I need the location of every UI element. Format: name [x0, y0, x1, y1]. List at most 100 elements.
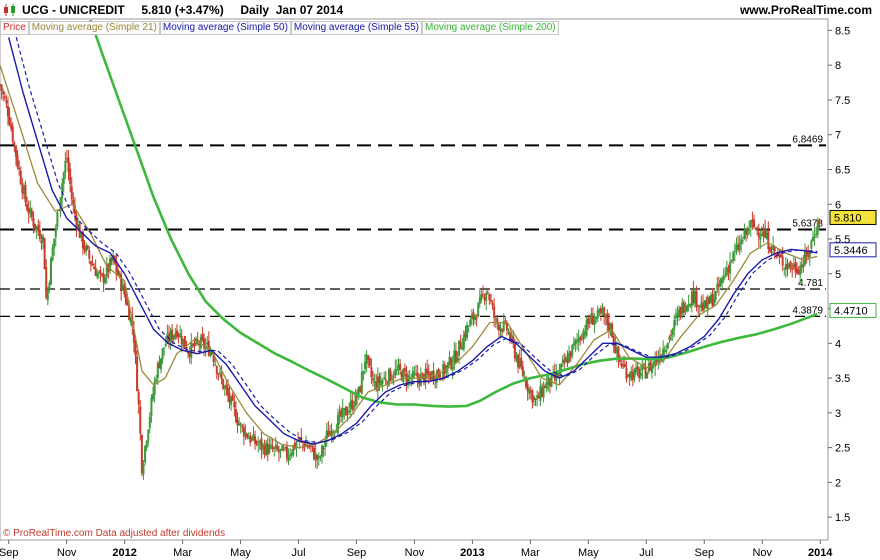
candle-body-490	[780, 255, 783, 258]
candle-body-251	[399, 363, 402, 370]
candle-body-94	[148, 416, 151, 429]
x-tick-label-0: Sep	[0, 547, 18, 559]
candle-body-115	[182, 338, 185, 347]
candle-body-64	[101, 273, 104, 276]
candle-body-189	[300, 436, 303, 440]
candle-body-396	[630, 370, 633, 380]
candle-body-162	[257, 444, 260, 446]
candle-body-84	[132, 329, 135, 343]
candle-body-217	[344, 406, 347, 416]
candle-body-299	[475, 318, 478, 320]
candle-body-435	[692, 290, 695, 303]
candle-body-127	[201, 334, 204, 340]
candle-body-432	[687, 303, 690, 306]
candle-body-318	[505, 323, 508, 331]
candle-body-449	[714, 290, 717, 300]
candle-body-391	[622, 364, 625, 366]
candle-body-298	[474, 315, 477, 321]
candle-body-392	[623, 364, 626, 368]
candle-body-178	[282, 448, 285, 450]
candle-body-416	[662, 348, 665, 357]
candle-body-286	[454, 350, 457, 363]
candle-body-381	[606, 313, 609, 325]
candle-body-514	[818, 219, 821, 224]
y-tick-label-10: 6.5	[835, 164, 850, 176]
candle-body-339	[539, 386, 542, 402]
candle-body-156	[247, 438, 250, 440]
candle-body-216	[343, 408, 346, 411]
candle-body-179	[284, 447, 287, 449]
candle-body-365	[580, 339, 583, 341]
legend-sma50[interactable]: Moving average (Simple 50)	[159, 21, 291, 35]
candle-body-329	[523, 376, 526, 379]
candle-body-467	[743, 229, 746, 239]
candle-body-409	[650, 363, 653, 373]
candle-body-209	[332, 431, 335, 434]
candle-body-243	[386, 382, 389, 385]
candle-body-281	[446, 362, 449, 369]
candle-body-313	[497, 324, 500, 331]
candle-body-338	[537, 395, 540, 399]
candle-body-221	[351, 399, 354, 410]
candle-body-44	[69, 168, 72, 185]
candle-body-12	[18, 167, 21, 170]
candle-body-138	[218, 371, 221, 373]
candle-body-7	[10, 124, 13, 129]
candle-body-16	[24, 184, 27, 203]
candle-body-169	[268, 445, 271, 454]
candle-body-151	[239, 423, 242, 426]
candle-body-247	[392, 376, 395, 378]
candle-body-188	[298, 438, 301, 441]
x-axis: Sep Nov 2012 Mar May Jul Sep Nov 2013 Mar May Jul Se…	[0, 540, 833, 559]
candle-body-434	[690, 291, 693, 307]
candle-body-86	[136, 356, 139, 391]
y-tick-label-3: 3	[835, 408, 841, 420]
candle-body-446	[709, 294, 712, 303]
candle-body-67	[105, 264, 108, 277]
candle-body-159	[252, 434, 255, 441]
candle-body-293	[466, 325, 469, 339]
candle-body-331	[526, 384, 529, 392]
y-tick-label-12: 7.5	[835, 95, 850, 107]
candle-body-153	[242, 427, 245, 437]
y-tick-label-1: 2	[835, 477, 841, 489]
candle-body-69	[108, 258, 111, 272]
candle-body-254	[403, 368, 406, 372]
candle-body-322	[512, 336, 515, 344]
candle-body-125	[198, 343, 201, 346]
legend-sma21[interactable]: Moving average (Simple 21)	[28, 21, 160, 35]
candle-body-246	[391, 378, 394, 380]
candle-body-82	[129, 317, 132, 323]
legend-sma55[interactable]: Moving average (Simple 55)	[290, 21, 422, 35]
candle-body-21	[32, 217, 35, 227]
candle-body-233	[370, 367, 373, 377]
candle-body-503	[800, 264, 803, 267]
candle-body-237	[376, 376, 379, 391]
legend-sma200[interactable]: Moving average (Simple 200)	[421, 21, 559, 35]
candle-body-239	[379, 380, 382, 386]
candle-body-327	[520, 357, 523, 368]
candle-body-387	[615, 348, 618, 353]
candle-body-235	[373, 381, 376, 383]
candle-body-135	[214, 364, 217, 366]
candle-body-208	[330, 430, 333, 437]
price-candles	[0, 83, 821, 480]
candle-body-448	[713, 298, 716, 306]
candle-body-483	[768, 247, 771, 252]
candle-body-110	[174, 332, 177, 338]
candle-body-196	[311, 446, 314, 448]
candle-body-240	[381, 380, 384, 384]
candle-body-36	[56, 212, 59, 227]
candle-body-486	[773, 246, 776, 252]
candle-body-312	[496, 318, 499, 324]
candle-body-101	[159, 358, 162, 370]
candle-body-265	[421, 372, 424, 374]
candle-body-402	[639, 372, 642, 377]
candle-body-487	[775, 253, 778, 255]
candle-body-494	[786, 263, 789, 269]
candle-body-404	[642, 364, 645, 366]
candle-body-157	[249, 435, 252, 443]
value-badge-1	[829, 242, 877, 258]
legend-price[interactable]: Price	[0, 21, 29, 35]
candle-body-394	[627, 375, 630, 377]
